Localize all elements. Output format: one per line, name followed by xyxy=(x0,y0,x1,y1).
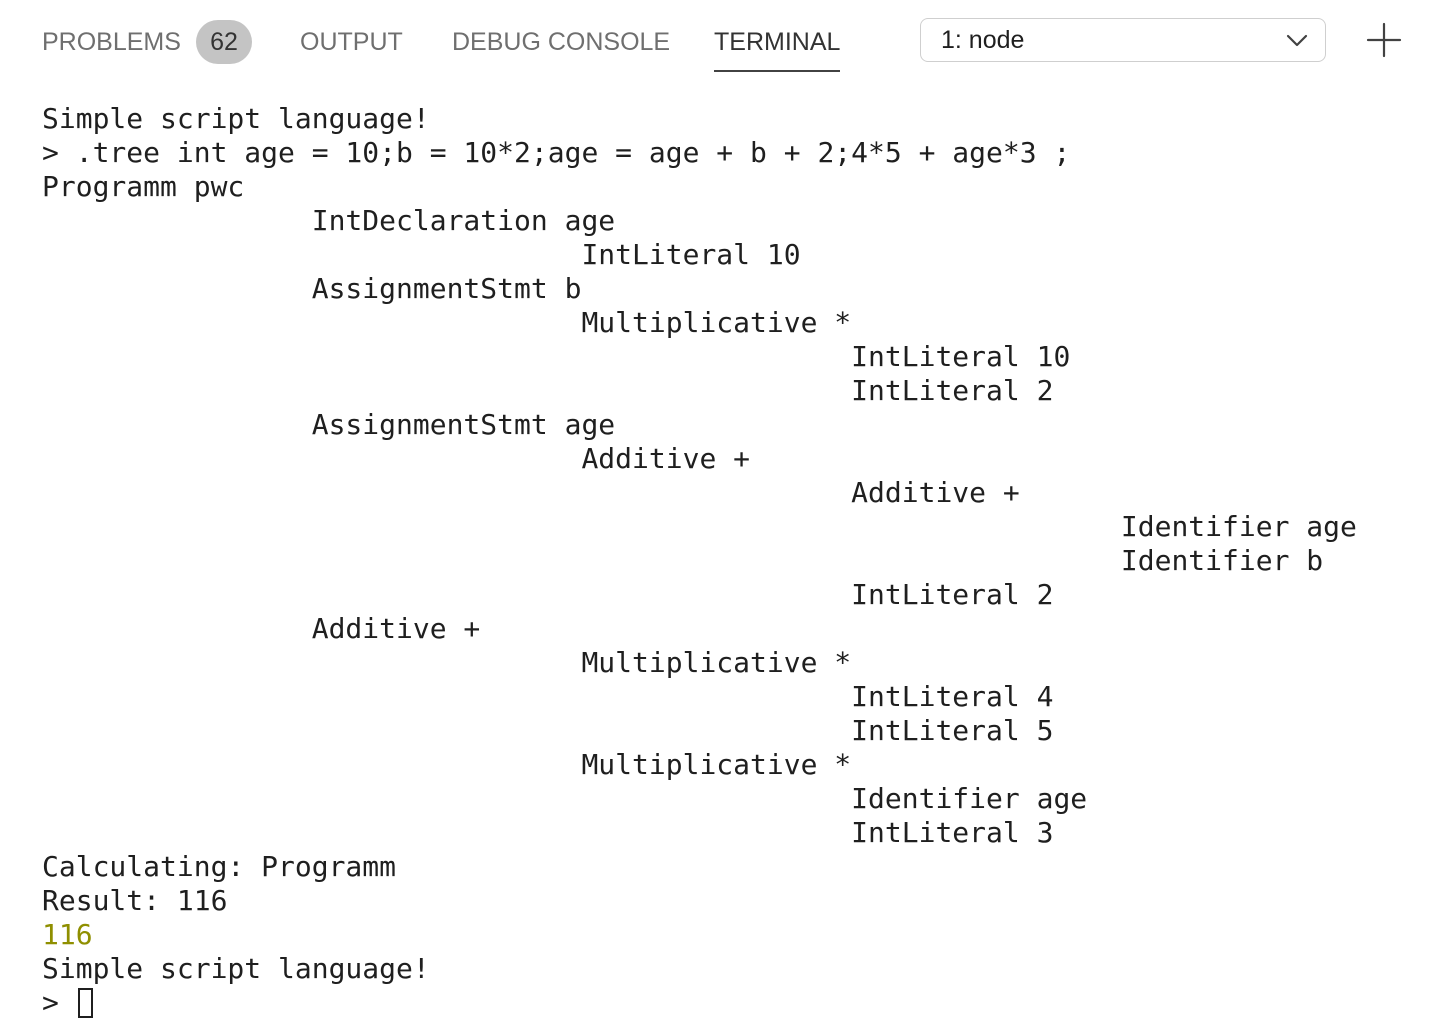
terminal-line: IntLiteral 5 xyxy=(851,714,1054,747)
tab-debug-console-label: DEBUG CONSOLE xyxy=(452,28,671,56)
terminal-selector[interactable]: 1: node xyxy=(920,18,1326,62)
problems-count-badge: 62 xyxy=(196,20,252,64)
terminal-prompt-row[interactable]: > xyxy=(42,986,1422,1020)
tab-output-label: OUTPUT xyxy=(300,28,403,56)
terminal-line: AssignmentStmt b xyxy=(311,272,582,305)
terminal-line: Identifier age xyxy=(1120,510,1357,543)
terminal-lines: Simple script language! > .tree int age =… xyxy=(42,102,1422,986)
chevron-down-icon xyxy=(1286,34,1308,47)
terminal-line: Programm pwc xyxy=(42,170,245,203)
terminal-line: Simple script language! xyxy=(42,952,430,985)
terminal-line: IntLiteral 4 xyxy=(851,680,1054,713)
terminal-line: IntLiteral 10 xyxy=(581,238,801,271)
terminal-line: Multiplicative * xyxy=(581,306,852,339)
tab-terminal-label: TERMINAL xyxy=(714,28,841,56)
terminal-line: Multiplicative * xyxy=(581,646,852,679)
tab-problems-label: PROBLEMS xyxy=(42,28,181,56)
terminal-line: Additive + xyxy=(851,476,1020,509)
terminal-line: Calculating: Programm xyxy=(42,850,397,883)
terminal-line: Additive + xyxy=(311,612,481,645)
panel-header: PROBLEMS 62 OUTPUT DEBUG CONSOLE TERMINA… xyxy=(0,0,1432,80)
tab-debug-console[interactable]: DEBUG CONSOLE xyxy=(452,22,670,62)
terminal-line: AssignmentStmt age xyxy=(311,408,616,441)
tab-terminal[interactable]: TERMINAL xyxy=(714,22,841,72)
terminal-cursor xyxy=(77,988,93,1018)
terminal-line: Identifier age xyxy=(851,782,1088,815)
terminal-line: Identifier b xyxy=(1120,544,1324,577)
terminal-line: IntLiteral 2 xyxy=(851,374,1054,407)
terminal-line: Additive + xyxy=(581,442,751,475)
plus-icon[interactable] xyxy=(1366,22,1402,58)
tab-output[interactable]: OUTPUT xyxy=(300,22,403,62)
terminal-line: IntLiteral 2 xyxy=(851,578,1054,611)
terminal-line: IntLiteral 3 xyxy=(851,816,1054,849)
terminal-line: > .tree int age = 10;b = 10*2;age = age … xyxy=(42,136,1071,169)
tab-problems[interactable]: PROBLEMS xyxy=(42,22,181,62)
terminal-line: Simple script language! xyxy=(42,102,430,135)
terminal-line: IntLiteral 10 xyxy=(851,340,1071,373)
terminal-line: Result: 116 xyxy=(42,884,228,917)
terminal-line: 116 xyxy=(42,918,93,951)
terminal-output[interactable]: Simple script language! > .tree int age =… xyxy=(42,102,1422,1022)
terminal-prompt: > xyxy=(42,986,76,1019)
terminal-line: IntDeclaration age xyxy=(311,204,616,237)
terminal-line: Multiplicative * xyxy=(581,748,852,781)
terminal-selector-value: 1: node xyxy=(941,26,1025,54)
